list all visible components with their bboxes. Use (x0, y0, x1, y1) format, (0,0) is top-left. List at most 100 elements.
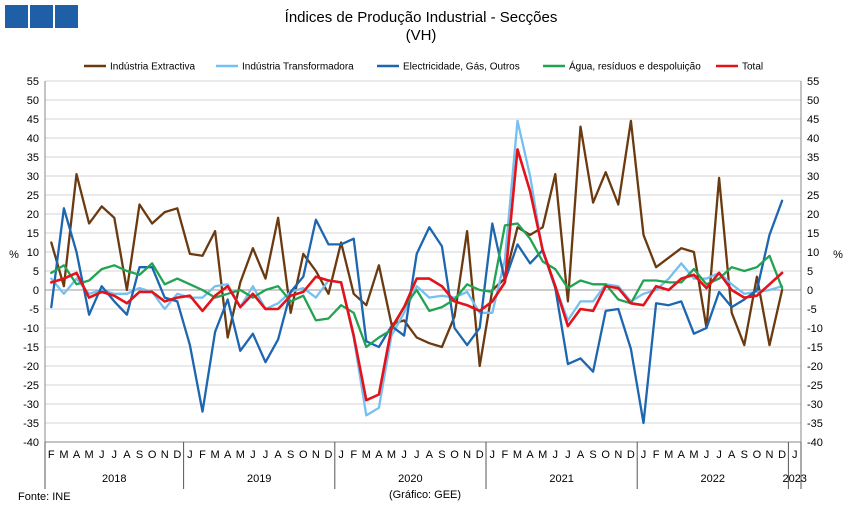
y-tick-label-right: -15 (807, 342, 823, 354)
month-label: J (792, 449, 798, 461)
year-label: 2022 (701, 473, 725, 485)
month-label: S (589, 449, 596, 461)
month-label: M (236, 449, 245, 461)
source-note: Fonte: INE (18, 491, 71, 503)
y-tick-label-left: -30 (23, 399, 39, 411)
month-label: S (136, 449, 143, 461)
credit-note: (Gráfico: GEE) (389, 489, 461, 501)
month-label: D (476, 449, 484, 461)
month-label: O (753, 449, 762, 461)
y-tick-label-right: 40 (807, 133, 819, 145)
y-tick-label-left: 35 (27, 152, 39, 164)
month-label: A (526, 449, 534, 461)
y-tick-label-left: -35 (23, 418, 39, 430)
month-label: D (325, 449, 333, 461)
month-label: M (689, 449, 698, 461)
series-layer (49, 119, 784, 425)
month-label: A (678, 449, 686, 461)
month-label: O (299, 449, 308, 461)
axis-layer: -40 -40 -35 -35 -30 -30 -25 -25 -20 -20 -15 -15 -10 -… (23, 76, 823, 489)
month-label: J (716, 449, 722, 461)
y-tick-label-left: 55 (27, 76, 39, 88)
month-label: J (338, 449, 344, 461)
series-line (50, 119, 784, 368)
chart-title: Índices de Produção Industrial - Secções (285, 9, 558, 26)
y-tick-label-left: 30 (27, 171, 39, 183)
y-tick-label-left: 45 (27, 114, 39, 126)
month-label: O (601, 449, 610, 461)
y-tick-label-left: 25 (27, 190, 39, 202)
legend-label: Água, resíduos e despoluição (569, 60, 701, 73)
month-label: A (577, 449, 585, 461)
month-label: F (199, 449, 206, 461)
month-label: N (463, 449, 471, 461)
legend-label: Total (742, 62, 763, 73)
y-tick-label-right: 50 (807, 95, 819, 107)
month-label: M (387, 449, 396, 461)
month-label: J (112, 449, 118, 461)
month-label: J (187, 449, 193, 461)
y-tick-label-left: 10 (27, 247, 39, 259)
logo-square-1 (5, 5, 28, 28)
logo-square-2 (30, 5, 53, 28)
month-label: S (741, 449, 748, 461)
y-tick-label-right: 30 (807, 171, 819, 183)
y-tick-label-left: 0 (33, 285, 39, 297)
y-tick-label-left: -25 (23, 380, 39, 392)
year-label: 2023 (782, 473, 806, 485)
y-tick-label-left: 40 (27, 133, 39, 145)
y-tick-label-right: -10 (807, 323, 823, 335)
month-label: J (99, 449, 105, 461)
month-label: D (778, 449, 786, 461)
y-tick-label-right: 20 (807, 209, 819, 221)
month-label: A (123, 449, 131, 461)
y-tick-label-left: 5 (33, 266, 39, 278)
year-label: 2020 (398, 473, 422, 485)
month-label: F (48, 449, 55, 461)
month-label: J (250, 449, 256, 461)
y-tick-label-right: -40 (807, 437, 823, 449)
month-label: N (766, 449, 774, 461)
legend-label: Electricidade, Gás, Outros (403, 62, 520, 73)
month-label: M (362, 449, 371, 461)
month-label: M (211, 449, 220, 461)
month-label: A (728, 449, 736, 461)
month-label: S (287, 449, 294, 461)
y-tick-label-left: -15 (23, 342, 39, 354)
month-label: S (438, 449, 445, 461)
month-label: A (224, 449, 232, 461)
year-label: 2021 (549, 473, 573, 485)
month-label: A (73, 449, 81, 461)
chart-subtitle: (VH) (406, 27, 437, 44)
y-tick-label-right: 5 (807, 266, 813, 278)
month-label: O (450, 449, 459, 461)
month-label: A (426, 449, 434, 461)
series-line (50, 119, 784, 417)
y-tick-label-right: 35 (807, 152, 819, 164)
month-label: A (375, 449, 383, 461)
y-tick-label-right: -5 (807, 304, 817, 316)
logo-square-3 (55, 5, 78, 28)
y-tick-label-left: -20 (23, 361, 39, 373)
series-line (50, 222, 784, 349)
y-tick-label-right: 45 (807, 114, 819, 126)
y-tick-label-left: 15 (27, 228, 39, 240)
y-tick-label-right: -30 (807, 399, 823, 411)
y-tick-label-right: 10 (807, 247, 819, 259)
month-label: M (85, 449, 94, 461)
month-label: J (553, 449, 559, 461)
month-label: M (538, 449, 547, 461)
month-label: F (502, 449, 509, 461)
y-tick-label-left: 50 (27, 95, 39, 107)
month-label: M (664, 449, 673, 461)
month-label: N (312, 449, 320, 461)
y-tick-label-right: -35 (807, 418, 823, 430)
y-tick-label-left: -5 (29, 304, 39, 316)
month-label: J (641, 449, 647, 461)
month-label: F (350, 449, 357, 461)
month-label: J (704, 449, 710, 461)
y-tick-label-left: 20 (27, 209, 39, 221)
month-label: M (59, 449, 68, 461)
y-tick-label-right: 0 (807, 285, 813, 297)
